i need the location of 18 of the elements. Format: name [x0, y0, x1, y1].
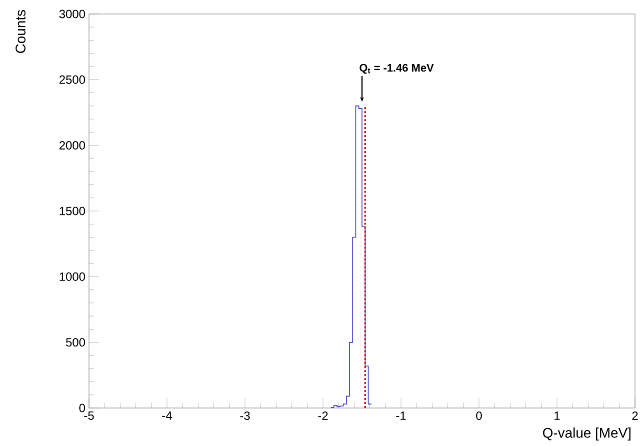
y-tick-label: 0	[79, 404, 86, 412]
x-tick-label: -5	[84, 412, 94, 420]
y-tick-label: 1000	[60, 272, 86, 281]
x-axis-title: Q-value [MeV]	[542, 428, 630, 441]
x-tick-label: 0	[476, 412, 482, 420]
y-tick-label: 1500	[60, 206, 86, 216]
x-tick-label: 1	[554, 412, 560, 420]
y-tick-label: 2000	[59, 141, 86, 150]
y-tick-label: 3000	[59, 10, 86, 18]
x-tick-label: -4	[162, 412, 172, 420]
y-axis-title: Counts	[16, 10, 26, 54]
x-tick-label: -2	[318, 412, 328, 420]
x-tick-label: 2	[632, 412, 638, 420]
y-tick-label: 500	[66, 338, 86, 347]
y-tick-label: 2500	[59, 75, 86, 84]
x-tick-label: -3	[240, 412, 250, 420]
annotation: Q$_{t}$ = -1.46 MeV	[360, 64, 434, 74]
x-tick-label: -1	[396, 412, 406, 420]
